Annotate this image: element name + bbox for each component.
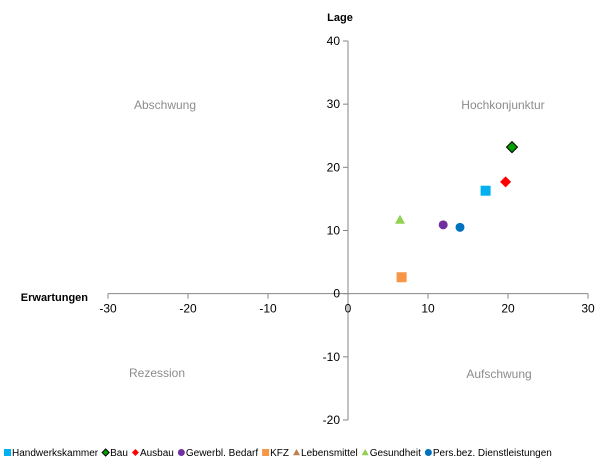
legend-label-pers-bez-dienstleistungen: Pers.bez. Dienstleistungen	[433, 448, 552, 459]
legend-label-bau: Bau	[110, 448, 128, 459]
data-point-pers-bez-dienstleistungen	[455, 222, 465, 232]
y-tick-label: -20	[323, 413, 341, 427]
data-point-handwerkskammer	[480, 185, 491, 196]
quadrant-label-top-right: Hochkonjunktur	[461, 98, 544, 112]
data-point-gesundheit	[395, 214, 405, 224]
x-tick-label: 10	[421, 302, 435, 316]
y-tick-label: 20	[327, 160, 341, 174]
y-tick-label: 30	[327, 97, 341, 111]
y-tick-label: 40	[327, 34, 341, 48]
x-tick-label: -20	[179, 302, 197, 316]
quadrant-labels: Abschwung Hochkonjunktur Rezession Aufsc…	[129, 98, 545, 381]
legend-label-lebensmittel: Lebensmittel	[301, 448, 358, 459]
legend-marker-bau	[101, 448, 110, 457]
quadrant-label-top-left: Abschwung	[134, 98, 196, 112]
legend-label-ausbau: Ausbau	[140, 448, 174, 459]
quadrant-label-bottom-right: Aufschwung	[466, 367, 531, 381]
legend-label-gewerbl-bedarf: Gewerbl. Bedarf	[186, 448, 258, 459]
legend-marker-gewerbl-bedarf	[177, 449, 185, 456]
data-point-ausbau	[500, 176, 512, 188]
legend-marker-ausbau	[131, 449, 139, 456]
legend: Handwerkskammer Bau Ausbau Gewerbl. Bedarf K…	[4, 448, 552, 459]
data-point-gewerbl-bedarf	[438, 220, 448, 230]
quadrant-label-bottom-left: Rezession	[129, 366, 185, 380]
legend-marker-lebensmittel	[293, 449, 301, 456]
x-tick-label: 20	[501, 302, 515, 316]
legend-marker-kfz	[262, 449, 270, 456]
legend-marker-gesundheit	[361, 449, 369, 456]
x-axis-title: Erwartungen	[21, 292, 89, 304]
legend-label-gesundheit: Gesundheit	[370, 448, 421, 459]
legend-marker-handwerkskammer	[4, 449, 11, 456]
legend-label-kfz: KFZ	[270, 448, 289, 459]
y-tick-label: 0	[333, 287, 340, 301]
legend-marker-pers-bez-dienstleistungen	[424, 449, 432, 456]
x-tick-label: -30	[99, 302, 117, 316]
x-tick-label: 0	[345, 302, 352, 316]
y-tick-label: -10	[323, 350, 341, 364]
data-point-bau	[505, 140, 519, 154]
y-axis-title: Lage	[327, 12, 353, 24]
x-tick-label: -10	[259, 302, 277, 316]
y-tick-label: 10	[327, 224, 341, 238]
axes: -30 -20 -10 0 10 20 30 -20 -10 0 10 20 30 40	[99, 34, 595, 427]
legend-label-handwerkskammer: Handwerkskammer	[12, 448, 99, 459]
data-point-kfz	[396, 272, 407, 283]
x-tick-label: 30	[581, 302, 595, 316]
data-points	[395, 140, 519, 283]
